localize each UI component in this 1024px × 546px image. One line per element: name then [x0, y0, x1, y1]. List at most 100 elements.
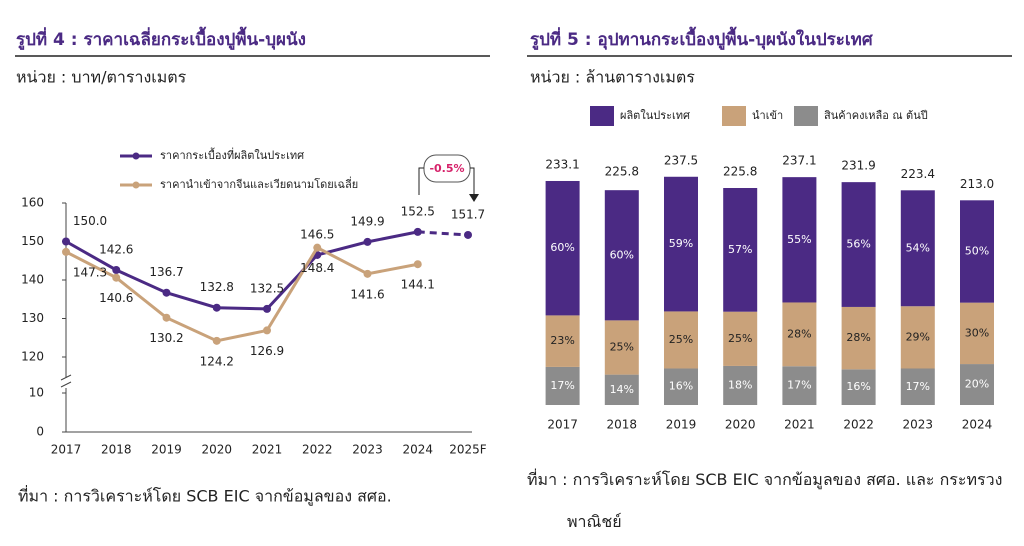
point: [363, 237, 372, 246]
bar-segment: [841, 182, 876, 307]
bar-segment: [960, 200, 994, 303]
bar-segment: [960, 364, 994, 405]
bar-segment: [782, 366, 817, 405]
data-label: 14%: [610, 383, 634, 396]
annotation-bracket: [418, 167, 475, 196]
data-label: 30%: [965, 326, 989, 339]
total-label: 231.9: [841, 159, 875, 173]
x-tick-label: 2025F: [449, 443, 487, 457]
data-label: 151.7: [451, 207, 485, 221]
data-label: 60%: [550, 241, 574, 254]
data-label: 132.5: [250, 281, 284, 295]
data-label: 25%: [728, 332, 752, 345]
x-tick-label: 2019: [666, 418, 697, 432]
data-label: 28%: [787, 327, 811, 340]
chart-title: รูปที่ 4 : ราคาเฉลี่ยกระเบื้องปูพื้น-บุผ…: [16, 26, 306, 51]
bar-segment: [723, 188, 758, 312]
bar-segment: [841, 306, 876, 370]
bar-segment: [545, 180, 580, 316]
axis-break: [60, 381, 72, 388]
data-label: 16%: [846, 380, 870, 393]
data-label: 28%: [846, 331, 870, 344]
bar-segment: [841, 369, 876, 405]
point: [62, 237, 70, 246]
data-label: 146.5: [300, 227, 334, 241]
data-label: 29%: [906, 330, 930, 343]
data-label: 136.7: [149, 265, 183, 279]
chart-source: ที่มา : การวิเคราะห์โดย SCB EIC จากข้อมู…: [18, 485, 392, 507]
bar-segment: [900, 368, 935, 405]
bar-segment: [900, 190, 935, 307]
total-label: 223.4: [901, 167, 935, 181]
x-tick-label: 2023: [352, 443, 383, 457]
data-label: 147.3: [73, 265, 107, 279]
data-label: 124.2: [200, 354, 234, 368]
data-label: 141.6: [350, 287, 384, 301]
legend-swatch: [722, 106, 746, 126]
data-label: 59%: [669, 237, 693, 250]
x-tick-label: 2017: [51, 443, 82, 457]
chart-subtitle: หน่วย : บาท/ตารางเมตร: [16, 68, 187, 87]
data-label: 140.6: [99, 291, 133, 305]
bar-segment: [664, 311, 698, 369]
point: [413, 227, 422, 236]
legend-swatch: [794, 106, 818, 126]
x-tick-label: 2020: [201, 443, 232, 457]
point: [413, 260, 422, 269]
data-label: 55%: [787, 233, 811, 246]
legend-label: นำเข้า: [752, 109, 783, 122]
bar-segment: [723, 365, 758, 405]
bar-segment: [782, 177, 817, 303]
total-label: 225.8: [605, 165, 639, 179]
y-tick-label: 140: [21, 273, 44, 287]
point: [212, 303, 221, 312]
point: [112, 273, 121, 282]
series-line-forecast: [417, 230, 469, 237]
y-tick-label: 0: [36, 425, 44, 439]
x-tick-label: 2020: [725, 418, 756, 432]
chart-subtitle: หน่วย : ล้านตารางเมตร: [530, 68, 695, 87]
point: [363, 269, 372, 278]
annotation: -0.5%: [429, 162, 464, 175]
bar-segment: [664, 368, 698, 405]
data-label: 17%: [906, 380, 930, 393]
series-line: [65, 245, 419, 343]
y-tick-label: 150: [21, 234, 44, 248]
x-tick-label: 2023: [903, 418, 934, 432]
data-label: 150.0: [73, 214, 107, 228]
bar-segment: [604, 374, 639, 405]
data-label: 148.4: [300, 261, 334, 275]
data-label: 50%: [965, 244, 989, 257]
data-label: 17%: [787, 379, 811, 392]
chart-title: รูปที่ 5 : อุปทานกระเบื้องปูพื้น-บุผนังใ…: [530, 26, 874, 51]
total-label: 225.8: [723, 165, 757, 179]
data-label: 132.8: [200, 280, 234, 294]
data-label: 152.5: [401, 204, 435, 218]
data-label: 25%: [610, 340, 634, 353]
point: [212, 336, 221, 345]
x-tick-label: 2022: [302, 443, 333, 457]
point: [263, 326, 271, 335]
data-label: 16%: [669, 380, 693, 393]
data-label: 57%: [728, 243, 752, 256]
y-tick-label: 160: [21, 196, 44, 210]
total-label: 237.1: [782, 154, 816, 168]
bar-segment: [604, 320, 639, 375]
point: [62, 247, 70, 256]
legend-label: ผลิตในประเทศ: [620, 109, 690, 122]
y-tick-label: 130: [21, 311, 44, 325]
annotation-arrow: [469, 194, 479, 202]
point: [162, 313, 171, 322]
x-tick-label: 2018: [607, 418, 638, 432]
x-tick-label: 2019: [151, 443, 182, 457]
series-line: [65, 230, 419, 311]
data-label: 25%: [669, 333, 693, 346]
point: [263, 304, 271, 313]
legend-label: ราคากระเบื้องที่ผลิตในประเทศ: [160, 147, 304, 162]
bar-segment: [545, 315, 580, 367]
bar-segment: [545, 366, 580, 405]
data-label: 60%: [610, 248, 634, 261]
data-label: 126.9: [250, 344, 284, 358]
total-label: 237.5: [664, 153, 698, 167]
